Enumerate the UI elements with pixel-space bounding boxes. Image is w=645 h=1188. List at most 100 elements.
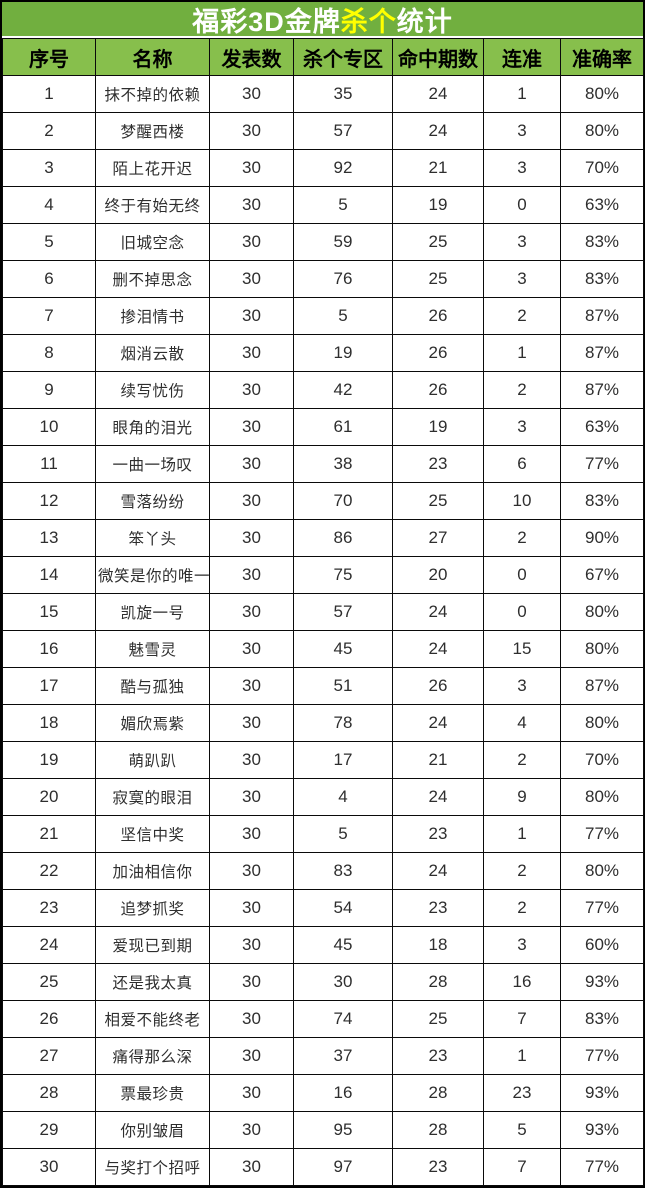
cell-kill-zone: 5 [293, 815, 393, 853]
cell-name: 票最珍贵 [95, 1074, 210, 1112]
cell-kill-zone: 57 [293, 593, 393, 631]
cell-serial: 18 [2, 704, 96, 742]
cell-name: 坚信中奖 [95, 815, 210, 853]
table-row: 16 魅雪灵 30 45 24 15 80% [2, 630, 644, 668]
cell-published: 30 [209, 1074, 294, 1112]
cell-name: 烟消云散 [95, 334, 210, 372]
cell-hit-periods: 24 [392, 75, 484, 113]
cell-accuracy: 80% [560, 112, 644, 150]
cell-name: 萌趴趴 [95, 741, 210, 779]
cell-serial: 13 [2, 519, 96, 557]
cell-accuracy: 80% [560, 778, 644, 816]
cell-accuracy: 77% [560, 1148, 644, 1186]
cell-streak: 3 [483, 667, 561, 705]
cell-kill-zone: 74 [293, 1000, 393, 1038]
cell-streak: 23 [483, 1074, 561, 1112]
cell-kill-zone: 16 [293, 1074, 393, 1112]
cell-serial: 4 [2, 186, 96, 224]
cell-accuracy: 83% [560, 260, 644, 298]
table-row: 30 与奖打个招呼 30 97 23 7 77% [2, 1148, 644, 1186]
table-row: 22 加油相信你 30 83 24 2 80% [2, 852, 644, 890]
cell-hit-periods: 25 [392, 482, 484, 520]
cell-hit-periods: 25 [392, 260, 484, 298]
cell-hit-periods: 23 [392, 815, 484, 853]
table-row: 15 凯旋一号 30 57 24 0 80% [2, 593, 644, 631]
table-row: 4 终于有始无终 30 5 19 0 63% [2, 186, 644, 224]
cell-streak: 3 [483, 112, 561, 150]
cell-serial: 3 [2, 149, 96, 187]
page-title: 福彩3D金牌 杀个 统计 [2, 2, 643, 38]
cell-name: 与奖打个招呼 [95, 1148, 210, 1186]
cell-serial: 12 [2, 482, 96, 520]
table-row: 1 抹不掉的依赖 30 35 24 1 80% [2, 75, 644, 113]
cell-published: 30 [209, 482, 294, 520]
cell-accuracy: 80% [560, 852, 644, 890]
col-header-hit-periods: 命中期数 [392, 38, 484, 76]
cell-accuracy: 67% [560, 556, 644, 594]
cell-published: 30 [209, 260, 294, 298]
cell-published: 30 [209, 223, 294, 261]
cell-name: 雪落纷纷 [95, 482, 210, 520]
cell-published: 30 [209, 1148, 294, 1186]
cell-name: 陌上花开迟 [95, 149, 210, 187]
cell-hit-periods: 24 [392, 778, 484, 816]
cell-hit-periods: 28 [392, 1111, 484, 1149]
cell-name: 还是我太真 [95, 963, 210, 1001]
cell-published: 30 [209, 186, 294, 224]
cell-serial: 11 [2, 445, 96, 483]
cell-streak: 3 [483, 149, 561, 187]
cell-name: 一曲一场叹 [95, 445, 210, 483]
cell-kill-zone: 83 [293, 852, 393, 890]
cell-serial: 17 [2, 667, 96, 705]
cell-serial: 24 [2, 926, 96, 964]
cell-name: 凯旋一号 [95, 593, 210, 631]
cell-serial: 20 [2, 778, 96, 816]
table-row: 12 雪落纷纷 30 70 25 10 83% [2, 482, 644, 520]
cell-streak: 9 [483, 778, 561, 816]
cell-name: 旧城空念 [95, 223, 210, 261]
col-header-serial: 序号 [2, 38, 96, 76]
cell-serial: 25 [2, 963, 96, 1001]
table-row: 19 萌趴趴 30 17 21 2 70% [2, 741, 644, 779]
cell-published: 30 [209, 149, 294, 187]
table-row: 3 陌上花开迟 30 92 21 3 70% [2, 149, 644, 187]
table-row: 24 爱现已到期 30 45 18 3 60% [2, 926, 644, 964]
cell-kill-zone: 38 [293, 445, 393, 483]
cell-kill-zone: 61 [293, 408, 393, 446]
cell-name: 微笑是你的唯一 [95, 556, 210, 594]
cell-serial: 2 [2, 112, 96, 150]
cell-streak: 16 [483, 963, 561, 1001]
table-row: 14 微笑是你的唯一 30 75 20 0 67% [2, 556, 644, 594]
cell-name: 眼角的泪光 [95, 408, 210, 446]
cell-kill-zone: 86 [293, 519, 393, 557]
cell-kill-zone: 42 [293, 371, 393, 409]
cell-hit-periods: 24 [392, 630, 484, 668]
cell-published: 30 [209, 445, 294, 483]
page-title-highlight: 杀个 [340, 6, 397, 37]
cell-published: 30 [209, 112, 294, 150]
cell-streak: 3 [483, 223, 561, 261]
cell-published: 30 [209, 1111, 294, 1149]
cell-kill-zone: 35 [293, 75, 393, 113]
cell-name: 终于有始无终 [95, 186, 210, 224]
cell-accuracy: 63% [560, 408, 644, 446]
cell-published: 30 [209, 704, 294, 742]
col-header-accuracy: 准确率 [560, 38, 644, 76]
col-header-name: 名称 [95, 38, 210, 76]
col-header-kill-zone: 杀个专区 [293, 38, 393, 76]
cell-published: 30 [209, 630, 294, 668]
cell-accuracy: 77% [560, 445, 644, 483]
cell-name: 梦醒西楼 [95, 112, 210, 150]
cell-hit-periods: 24 [392, 704, 484, 742]
cell-kill-zone: 92 [293, 149, 393, 187]
cell-serial: 15 [2, 593, 96, 631]
cell-kill-zone: 59 [293, 223, 393, 261]
cell-kill-zone: 54 [293, 889, 393, 927]
cell-accuracy: 83% [560, 223, 644, 261]
cell-streak: 0 [483, 186, 561, 224]
cell-serial: 26 [2, 1000, 96, 1038]
cell-streak: 3 [483, 260, 561, 298]
cell-serial: 16 [2, 630, 96, 668]
